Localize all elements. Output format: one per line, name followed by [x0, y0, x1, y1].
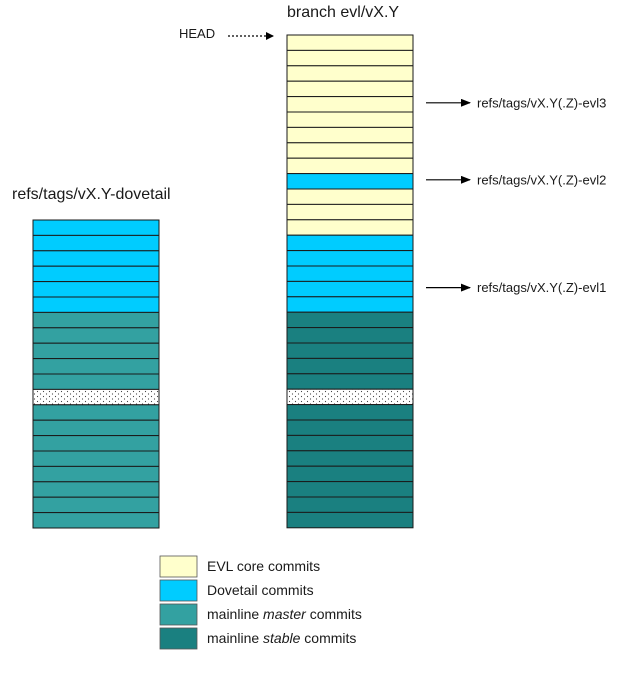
right-commit-evl-core: [286, 188, 414, 205]
legend-swatch-dovetail: [159, 579, 198, 602]
left-commit-master: [32, 358, 160, 375]
right-commit-stable: [286, 357, 414, 375]
right-commit-dovetail: [286, 234, 414, 252]
right-commit-dotted: [286, 388, 414, 406]
right-commit-dovetail: [286, 173, 414, 190]
tag-pointers: refs/tags/vX.Y(.Z)-evl3 refs/tags/vX.Y(.Z…: [426, 95, 606, 295]
left-commit-dotted: [32, 388, 160, 406]
left-commit-master: [32, 342, 160, 360]
right-branch-title: branch evl/vX.Y: [287, 4, 399, 21]
right-commit-stable: [286, 373, 414, 390]
right-commit-evl-core: [286, 34, 414, 51]
right-commit-evl-core: [286, 126, 414, 144]
left-commit-master: [32, 404, 160, 421]
left-commit-stack: [32, 219, 160, 529]
legend-swatch-master: [159, 603, 198, 626]
left-commit-dovetail: [32, 250, 160, 267]
right-commit-evl-core: [286, 203, 414, 221]
left-commit-master: [32, 419, 160, 437]
right-commit-evl-core: [286, 80, 414, 98]
right-commit-stable: [286, 419, 414, 436]
right-commit-evl-core: [286, 142, 414, 159]
right-commit-dovetail: [286, 250, 414, 267]
right-commit-stack: [286, 34, 414, 529]
left-commit-master: [32, 373, 160, 390]
left-commit-dovetail: [32, 265, 160, 283]
left-commit-master: [32, 465, 160, 483]
left-commit-dovetail: [32, 219, 160, 236]
left-commit-master: [32, 512, 160, 529]
right-commit-stable: [286, 434, 414, 452]
right-commit-evl-core: [286, 219, 414, 236]
right-commit-stable: [286, 481, 414, 498]
tag-label: refs/tags/vX.Y(.Z)-evl3: [477, 95, 606, 110]
legend-label: mainline stable commits: [207, 630, 356, 646]
left-tag-title: refs/tags/vX.Y-dovetail: [12, 186, 171, 203]
right-commit-stable: [286, 327, 414, 344]
legend-label: mainline master commits: [207, 606, 362, 622]
right-commit-evl-core: [286, 65, 414, 82]
right-commit-evl-core: [286, 49, 414, 67]
right-commit-stable: [286, 465, 414, 483]
left-commit-master: [32, 481, 160, 498]
right-commit-evl-core: [286, 157, 414, 175]
left-commit-master: [32, 327, 160, 344]
left-commit-master: [32, 311, 160, 329]
right-commit-stable: [286, 511, 414, 529]
right-commit-dovetail: [286, 280, 414, 298]
right-commit-evl-core: [286, 111, 414, 128]
right-commit-evl-core: [286, 96, 414, 113]
right-commit-stable: [286, 496, 414, 513]
tag-label: refs/tags/vX.Y(.Z)-evl1: [477, 280, 606, 295]
left-commit-master: [32, 496, 160, 514]
left-commit-dovetail: [32, 296, 160, 313]
legend-swatch-evl-core: [159, 555, 198, 578]
right-commit-stable: [286, 342, 414, 359]
left-commit-master: [32, 435, 160, 452]
right-commit-dovetail: [286, 265, 414, 282]
tag-label: refs/tags/vX.Y(.Z)-evl2: [477, 172, 606, 187]
left-commit-dovetail: [32, 234, 160, 252]
left-commit-dovetail: [32, 281, 160, 298]
right-commit-stable: [286, 311, 414, 329]
right-commit-stable: [286, 450, 414, 467]
legend-label: EVL core commits: [207, 558, 320, 574]
right-commit-dovetail: [286, 296, 414, 313]
legend-swatch-stable: [159, 627, 198, 650]
legend-label: Dovetail commits: [207, 582, 314, 598]
legend: EVL core commits Dovetail commits mainline…: [159, 555, 362, 650]
right-commit-stable: [286, 404, 414, 421]
left-commit-master: [32, 450, 160, 467]
head-label: HEAD: [179, 26, 215, 41]
